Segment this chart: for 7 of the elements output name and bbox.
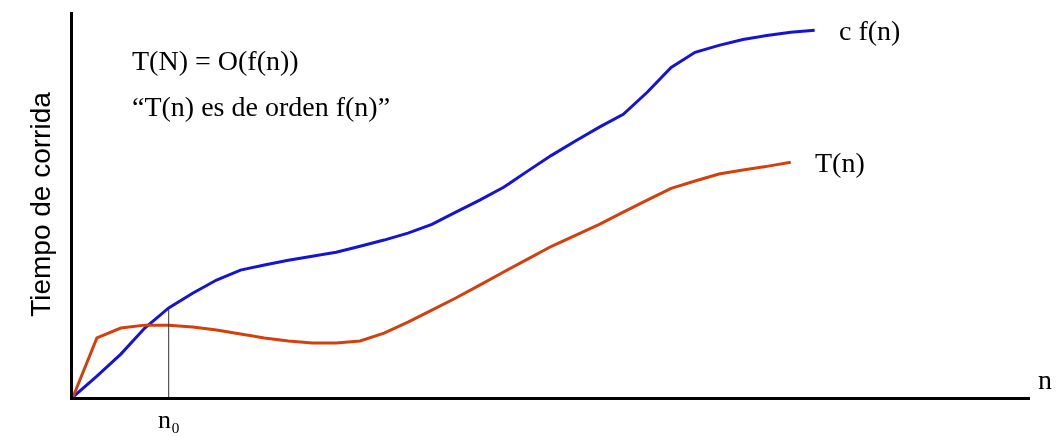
series-label: T(n) xyxy=(815,147,865,178)
text: n₀ xyxy=(158,405,181,434)
y-axis-title: Tiempo de corrida xyxy=(24,91,56,317)
annotation: “T(n) es de orden f(n)” xyxy=(132,91,391,122)
series-label: c f(n) xyxy=(839,15,901,46)
annotation: T(N) = O(f(n)) xyxy=(132,45,299,76)
x-axis-title: n xyxy=(1038,364,1052,395)
